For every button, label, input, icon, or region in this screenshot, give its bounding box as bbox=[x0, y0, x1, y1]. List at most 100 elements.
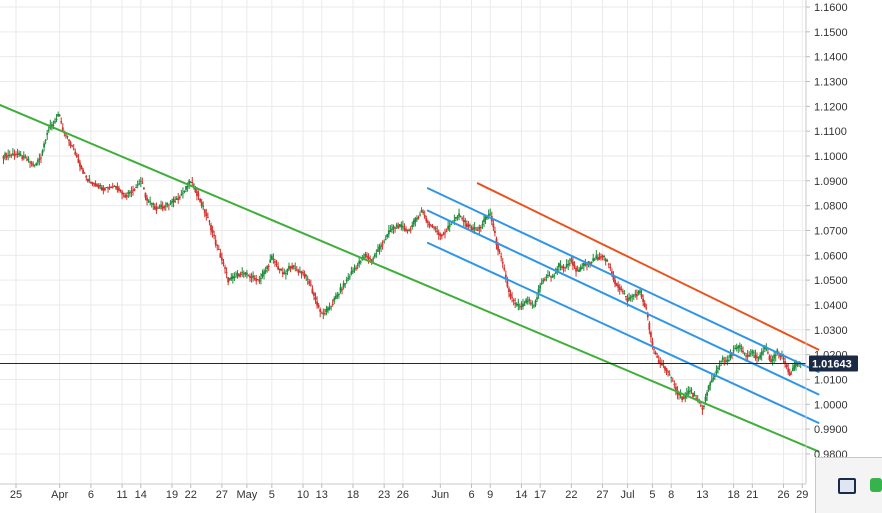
candle-body bbox=[554, 272, 557, 274]
candle-body bbox=[403, 228, 406, 230]
candle-body bbox=[475, 229, 478, 231]
candle-body bbox=[693, 394, 696, 396]
candle-body bbox=[328, 307, 331, 309]
candle-body bbox=[136, 184, 139, 186]
candle-body bbox=[322, 312, 325, 315]
candle-body bbox=[651, 341, 654, 346]
candle-body bbox=[105, 187, 108, 189]
candle-body bbox=[590, 262, 593, 264]
candle-body bbox=[46, 132, 49, 135]
x-tick-label: 25 bbox=[10, 489, 22, 501]
candle-body bbox=[278, 268, 281, 271]
trend-line-5 bbox=[426, 241, 820, 424]
candle-body bbox=[272, 258, 275, 260]
candle-body bbox=[197, 194, 200, 196]
candle-body bbox=[58, 115, 61, 117]
candle-body bbox=[422, 211, 425, 213]
candle-body bbox=[522, 303, 524, 307]
candle-body bbox=[27, 158, 30, 161]
candle-body bbox=[734, 348, 737, 350]
candle-body bbox=[118, 188, 120, 191]
candle-body bbox=[350, 271, 353, 275]
candle-body bbox=[245, 272, 248, 275]
candle-body bbox=[72, 148, 75, 150]
candle-body bbox=[263, 271, 265, 275]
candle-body bbox=[256, 279, 259, 281]
candle-body bbox=[767, 352, 769, 354]
candle-body bbox=[572, 261, 574, 266]
candle-body bbox=[172, 199, 175, 202]
candle-body bbox=[501, 261, 504, 264]
candle-body bbox=[381, 244, 384, 246]
candle-body bbox=[498, 250, 501, 253]
candle-body bbox=[55, 119, 58, 121]
candle-body bbox=[592, 258, 595, 262]
candle-body bbox=[18, 152, 21, 155]
candle-body bbox=[662, 364, 665, 366]
candle-body bbox=[545, 276, 548, 278]
candle-body bbox=[537, 288, 540, 295]
candle-body bbox=[492, 223, 495, 228]
candle-body bbox=[141, 182, 144, 184]
candle-body bbox=[189, 182, 192, 184]
candle-body bbox=[779, 354, 782, 357]
candle-body bbox=[334, 295, 337, 300]
candle-body bbox=[773, 354, 776, 359]
candle-body bbox=[414, 218, 417, 223]
candle-body bbox=[412, 220, 415, 225]
candle-body bbox=[698, 402, 701, 404]
candle-body bbox=[4, 153, 6, 156]
candle-body bbox=[191, 182, 194, 184]
candle-body bbox=[453, 220, 456, 222]
candle-body bbox=[433, 227, 435, 229]
candle-body bbox=[735, 347, 738, 349]
green-app-icon[interactable] bbox=[870, 478, 882, 492]
candle-body bbox=[266, 266, 269, 269]
x-tick-label: Jun bbox=[431, 489, 449, 501]
candle-body bbox=[116, 186, 119, 191]
candle-body bbox=[406, 229, 409, 231]
candle-body bbox=[494, 230, 496, 233]
candle-body bbox=[703, 405, 705, 408]
candle-body bbox=[670, 376, 673, 378]
candle-body bbox=[408, 229, 411, 231]
candle-body bbox=[465, 223, 468, 227]
candle-body bbox=[785, 364, 788, 368]
candle-body bbox=[100, 186, 103, 191]
candle-body bbox=[584, 263, 587, 265]
candle-body bbox=[660, 363, 663, 366]
candle-body bbox=[713, 375, 716, 377]
candle-body bbox=[19, 154, 22, 156]
candle-body bbox=[233, 277, 236, 279]
candle-body bbox=[174, 201, 177, 203]
candle-body bbox=[124, 194, 127, 198]
candle-body bbox=[235, 276, 237, 278]
candle-body bbox=[300, 271, 303, 274]
candle-body bbox=[517, 304, 520, 306]
candle-body bbox=[542, 279, 545, 282]
candle-body bbox=[706, 392, 708, 396]
candle-body bbox=[684, 396, 687, 399]
candle-body bbox=[635, 294, 638, 297]
candle-body bbox=[36, 160, 39, 163]
monitor-icon[interactable] bbox=[838, 478, 856, 494]
candle-body bbox=[461, 218, 464, 220]
candle-body bbox=[551, 276, 554, 278]
candle-body bbox=[244, 272, 247, 275]
candle-body bbox=[277, 266, 279, 270]
candle-body bbox=[717, 367, 719, 370]
candle-body bbox=[615, 283, 618, 287]
candle-body bbox=[102, 187, 105, 191]
candle-body bbox=[653, 348, 655, 350]
candle-body bbox=[342, 283, 345, 287]
candle-body bbox=[214, 239, 217, 245]
candle-body bbox=[673, 383, 676, 385]
candle-body bbox=[71, 145, 74, 147]
candle-body bbox=[674, 386, 677, 392]
candle-body bbox=[167, 204, 170, 206]
candle-body bbox=[294, 267, 297, 269]
y-tick-label: 1.0300 bbox=[814, 325, 848, 337]
candle-body bbox=[447, 225, 450, 230]
candle-body bbox=[508, 288, 510, 293]
candle-body bbox=[311, 288, 314, 294]
